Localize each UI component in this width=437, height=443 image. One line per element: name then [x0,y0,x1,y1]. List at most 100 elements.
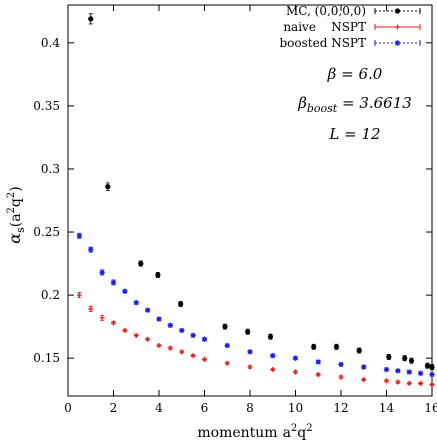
data-point [138,260,144,267]
annotation-beta-boost: βboost = 3.6613 [297,94,412,115]
annotation-beta: β = 6.0 [327,65,383,83]
data-point [167,322,174,329]
x-tick-label: 6 [201,401,209,415]
x-tick-label: 0 [64,401,72,415]
y-tick-label: 0.2 [41,288,60,302]
legend-swatch-naive [374,24,421,30]
data-point [267,334,274,340]
data-point [418,380,424,386]
data-point [333,344,340,350]
data-point [406,369,412,375]
legend-swatch-boosted [374,40,421,46]
data-point [394,40,401,46]
series-0 [88,13,435,370]
data-point [270,367,276,373]
data-point [88,246,94,253]
data-point [110,279,117,286]
series-1 [76,292,435,388]
legend: MC, (0,0,0,0) naive NSPT boosted NSPT [279,4,421,50]
data-point [202,356,207,362]
x-tick-label: 10 [288,401,303,415]
y-tick-label: 0.35 [33,99,60,113]
data-point [88,306,94,312]
x-tick-label: 4 [155,401,163,415]
data-point [395,379,401,385]
legend-label-mc: MC, (0,0,0,0) [286,4,366,18]
data-point [99,315,105,321]
data-point [133,332,139,338]
data-point [111,320,116,326]
legend-label-boosted: boosted NSPT [279,36,366,50]
plot-frame [67,4,433,397]
data-point [338,374,344,380]
data-point [178,301,184,307]
data-point [105,184,111,190]
data-point [424,363,431,369]
data-marks [76,13,435,388]
data-point [408,358,415,364]
data-point [395,24,400,30]
data-point [361,377,367,383]
y-tick-label: 0.25 [33,225,60,239]
legend-cap [374,40,421,46]
data-point [315,372,321,378]
data-point [201,336,208,342]
data-point [190,332,196,339]
data-point [417,370,424,376]
data-point [429,382,435,388]
data-point [386,354,392,360]
data-point [99,269,105,276]
data-point [402,355,408,361]
data-point [224,360,230,366]
data-point [179,327,185,334]
data-point [145,336,151,342]
data-point [76,233,83,239]
data-point [293,369,298,375]
y-tick-label: 0.3 [41,162,60,176]
annotation-L: L = 12 [328,125,380,143]
data-point [384,378,389,384]
data-point [406,380,412,386]
data-point [247,349,253,355]
data-point [167,345,173,351]
data-point [122,288,128,295]
data-point [222,324,228,330]
x-axis-title: momentum a2q2 [197,423,312,441]
y-tick-label: 0.15 [33,351,60,365]
legend-cap [374,8,421,14]
data-point [245,329,251,335]
data-point [133,299,139,306]
data-point [156,316,162,322]
data-point [315,359,321,365]
data-point [394,8,401,14]
data-point [292,355,299,361]
legend-swatch-mc [374,8,421,14]
series-2 [76,232,435,378]
data-point [76,292,82,298]
data-point [156,343,162,349]
data-point [361,364,367,370]
data-point [429,371,435,378]
data-point [270,352,276,359]
legend-label-naive: naive NSPT [283,20,366,34]
tick-group: 0 2 4 6 8 10 12 14 16 0.15 0.2 0.25 0.3 0.35 0.4 [33,5,437,415]
data-point [383,366,390,373]
data-point [247,364,253,370]
x-tick-label: 12 [333,401,348,415]
data-point [311,344,317,350]
data-point [429,364,435,370]
data-point [155,272,161,278]
y-axis-title: αs(a2q2) [5,186,27,243]
data-point [88,16,94,22]
data-point [144,307,151,313]
data-point [338,361,344,368]
x-tick-label: 14 [379,401,395,415]
x-tick-label: 2 [110,401,118,415]
y-tick-label: 0.4 [41,36,60,50]
data-point [122,327,128,333]
x-tick-label: 16 [424,401,437,415]
data-point [356,347,362,354]
data-point [179,349,185,355]
data-point [190,353,196,359]
data-point [224,342,230,349]
